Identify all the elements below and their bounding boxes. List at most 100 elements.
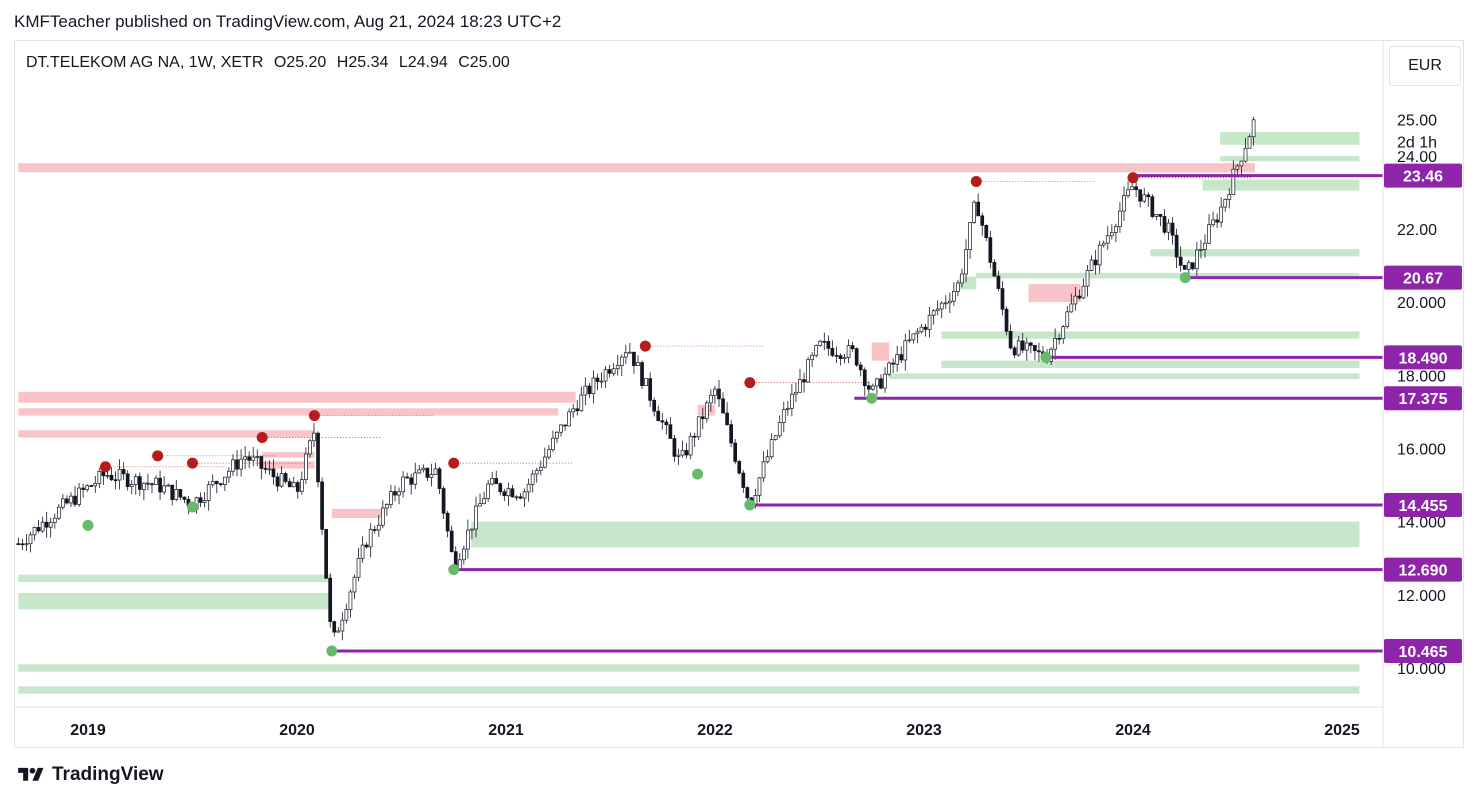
candle-body [567,411,571,427]
candle-body [1190,262,1195,270]
candle-body [939,302,944,310]
candle-body [235,459,239,470]
candle-body [466,529,470,550]
swing-low-marker [744,499,756,511]
candle-body [599,380,604,383]
candle-body [150,483,154,486]
candle-body [935,308,940,312]
ohlc-low: L24.94 [398,54,448,71]
candle-body [69,495,73,504]
candle-body [1000,288,1005,310]
demand-zone [941,331,1360,339]
candle-body [271,468,276,478]
symbol-name[interactable]: DT.TELEKOM AG NA, 1W, XETR [26,54,264,71]
supply-zone [1028,283,1081,303]
plot-area [16,116,1383,694]
candle-body [850,345,855,350]
y-tick-label: 14.000 [1397,515,1446,532]
candle-body [16,543,21,545]
candle-body [1069,303,1074,313]
candle-body [1154,214,1159,217]
candle-body [526,483,531,493]
key-level-tag [1384,638,1462,663]
demand-zone [18,686,1360,694]
key-level-tag [1384,163,1462,188]
candle-body [842,357,847,360]
demand-zone [1220,132,1360,145]
candle-body [445,512,450,532]
candle-body [664,421,669,426]
candle-body [923,326,928,330]
chart-frame[interactable] [14,40,1464,748]
candle-body [903,340,908,361]
candle-body [1008,330,1013,349]
candle-body [56,506,61,519]
candle-body [1004,308,1009,332]
candles [16,116,1256,641]
candle-body [299,479,304,492]
candle-body [1105,235,1110,244]
candle-body [413,472,418,485]
candle-body [798,379,802,393]
candle-body [1162,216,1167,233]
candle-body [615,365,620,370]
candle-body [344,609,349,621]
candle-body [223,476,227,485]
demand-zone [889,373,1360,379]
candle-body [607,369,612,374]
candle-body [1174,234,1179,258]
candle-body [964,249,968,275]
candle-body [522,491,527,499]
demand-zone [18,574,332,583]
candle-body [502,491,507,497]
candle-body [773,435,778,440]
candle-body [372,529,377,531]
candle-body [794,391,798,395]
candle-body [684,450,689,456]
candle-body [243,456,247,460]
candle-body [429,474,434,478]
currency-button[interactable]: EUR [1389,46,1461,86]
candle-body [154,477,158,485]
candle-body [291,482,296,488]
candle-body [109,474,114,481]
candle-body [133,476,138,485]
candle-body [595,377,600,382]
candle-body [1247,136,1252,149]
candle-body [421,467,426,471]
tradingview-footer[interactable]: TradingView [16,764,164,786]
candle-body [822,340,827,343]
candle-body [947,300,952,304]
candle-body [409,477,414,485]
swing-high-marker [1127,172,1139,184]
candle-body [1150,196,1155,217]
candle-body [542,456,547,468]
candle-body [696,416,701,438]
candle-body [162,485,166,493]
candle-body [704,402,709,420]
y-tick-label: 18.000 [1397,368,1446,385]
swing-high-marker [256,432,268,444]
candle-body [304,453,308,480]
candle-body [632,351,636,366]
candle-body [530,473,535,485]
candle-body [397,491,401,496]
candle-body [879,378,883,389]
swing-low-marker [866,392,878,404]
key-level-label: 12.690 [1399,563,1448,580]
swing-high-marker [970,175,982,187]
key-level-label: 17.375 [1399,391,1448,408]
candle-body [887,362,891,375]
y-tick-label: 24.00 [1397,149,1437,166]
y-tick-label: 16.000 [1397,442,1446,459]
candle-body [490,478,495,485]
candle-body [907,339,912,342]
candle-body [437,468,442,489]
key-level-tag [1384,386,1462,411]
candle-body [178,489,183,498]
candle-body [952,291,956,302]
candle-body [571,408,576,413]
candle-body [1170,222,1175,236]
candle-body [1227,194,1232,200]
